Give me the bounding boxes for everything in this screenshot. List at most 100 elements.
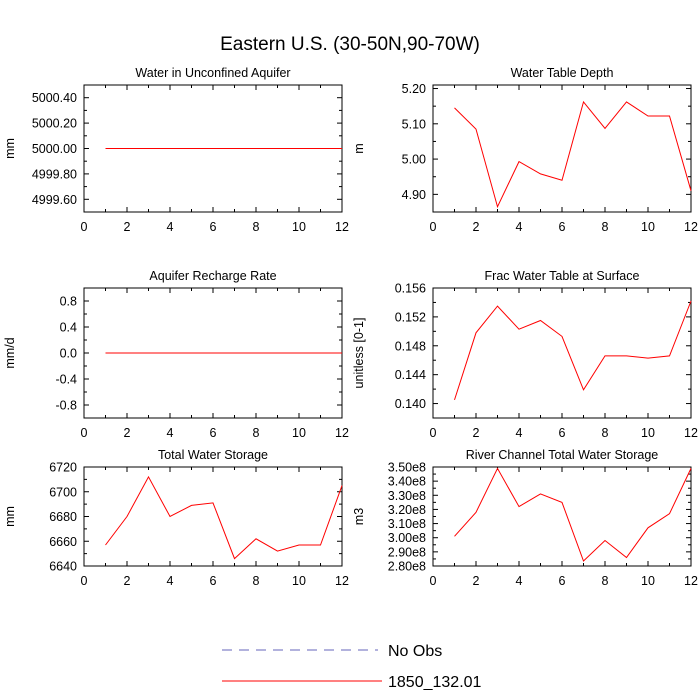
chart-panels: Water in Unconfined Aquifer mm 0 2 4 6 8 10 12 49… — [3, 66, 698, 588]
x-tick-label: 8 — [602, 220, 609, 234]
x-tick-label: 2 — [473, 426, 480, 440]
y-tick-label: 5.20 — [402, 82, 426, 96]
x-tick-label: 10 — [292, 220, 306, 234]
series-line — [454, 467, 692, 562]
x-tick-label: 0 — [81, 426, 88, 440]
y-axis-label: m3 — [352, 508, 366, 525]
x-tick-label: 0 — [81, 574, 88, 588]
chart-panel-2: Aquifer Recharge Rate mm/d 0 2 4 6 8 10 12 -0.8 -0… — [3, 269, 349, 440]
y-tick-label: 3.40e8 — [388, 475, 426, 489]
x-tick-label: 0 — [430, 574, 437, 588]
y-tick-label: 5000.20 — [32, 117, 77, 131]
y-tick-label: 5000.40 — [32, 91, 77, 105]
y-tick-label: 3.30e8 — [388, 489, 426, 503]
y-tick-label: 3.20e8 — [388, 503, 426, 517]
x-tick-label: 8 — [253, 574, 260, 588]
x-tick-label: 4 — [516, 220, 523, 234]
y-tick-label: 6680 — [49, 510, 77, 524]
series-line — [105, 475, 343, 560]
y-tick-label: 4.90 — [402, 188, 426, 202]
x-tick-label: 2 — [124, 220, 131, 234]
legend: No Obs 1850_132.01 — [222, 643, 482, 691]
y-tick-label: 4999.60 — [32, 193, 77, 207]
x-tick-label: 4 — [167, 220, 174, 234]
x-tick-label: 8 — [253, 220, 260, 234]
y-axis-label: mm — [3, 506, 17, 527]
y-axis-label: mm — [3, 138, 17, 159]
y-tick-label: 2.80e8 — [388, 560, 426, 574]
x-tick-label: 6 — [559, 426, 566, 440]
series-line — [454, 100, 692, 209]
x-tick-label: 4 — [516, 574, 523, 588]
x-tick-label: 2 — [124, 574, 131, 588]
panel-title: Water in Unconfined Aquifer — [135, 66, 290, 80]
plot-frame — [432, 287, 692, 419]
y-tick-label: 0.140 — [395, 397, 426, 411]
legend-label-model: 1850_132.01 — [388, 674, 482, 691]
x-tick-label: 4 — [167, 574, 174, 588]
x-tick-label: 6 — [210, 574, 217, 588]
x-tick-label: 4 — [516, 426, 523, 440]
y-tick-label: 6700 — [49, 485, 77, 499]
y-tick-label: -0.8 — [55, 399, 77, 413]
y-tick-label: 3.50e8 — [388, 461, 426, 475]
panel-title: Frac Water Table at Surface — [485, 269, 640, 283]
x-tick-label: 10 — [641, 574, 655, 588]
y-axis-label: mm/d — [3, 337, 17, 368]
plot-frame — [432, 84, 692, 213]
y-axis-label: unitless [0-1] — [352, 318, 366, 389]
x-tick-label: 12 — [335, 220, 349, 234]
x-tick-label: 2 — [473, 574, 480, 588]
y-tick-label: 5000.00 — [32, 142, 77, 156]
chart-panel-0: Water in Unconfined Aquifer mm 0 2 4 6 8 10 12 49… — [3, 66, 349, 234]
x-tick-label: 12 — [335, 426, 349, 440]
x-tick-label: 8 — [253, 426, 260, 440]
y-tick-label: 4999.80 — [32, 167, 77, 181]
panel-title: Water Table Depth — [511, 66, 614, 80]
y-axis-label: m — [352, 143, 366, 153]
x-tick-label: 12 — [684, 574, 698, 588]
x-tick-label: 2 — [124, 426, 131, 440]
x-tick-label: 12 — [684, 426, 698, 440]
panel-title: Total Water Storage — [158, 448, 268, 462]
x-tick-label: 2 — [473, 220, 480, 234]
x-tick-label: 0 — [430, 426, 437, 440]
x-tick-label: 12 — [684, 220, 698, 234]
x-tick-label: 10 — [641, 220, 655, 234]
y-tick-label: 0.4 — [60, 321, 77, 335]
panel-title: River Channel Total Water Storage — [466, 448, 659, 462]
x-tick-label: 10 — [292, 426, 306, 440]
y-tick-label: 0.152 — [395, 310, 426, 324]
y-tick-label: 0.144 — [395, 368, 426, 382]
series-line — [454, 300, 692, 401]
y-tick-label: 6640 — [49, 560, 77, 574]
y-tick-label: 3.00e8 — [388, 531, 426, 545]
x-tick-label: 8 — [602, 426, 609, 440]
y-tick-label: 6660 — [49, 535, 77, 549]
x-tick-label: 6 — [559, 220, 566, 234]
x-tick-label: 0 — [430, 220, 437, 234]
x-tick-label: 10 — [292, 574, 306, 588]
y-tick-label: -0.4 — [55, 373, 77, 387]
chart-panel-5: River Channel Total Water Storage m3 0 2 4 6 8… — [352, 448, 698, 588]
x-tick-label: 6 — [559, 574, 566, 588]
x-tick-label: 10 — [641, 426, 655, 440]
x-tick-label: 0 — [81, 220, 88, 234]
x-tick-label: 6 — [210, 426, 217, 440]
x-tick-label: 4 — [167, 426, 174, 440]
legend-label-no-obs: No Obs — [388, 643, 442, 660]
chart-panel-3: Frac Water Table at Surface unitless [0-1… — [352, 269, 698, 440]
plot-frame — [83, 466, 343, 567]
x-tick-label: 6 — [210, 220, 217, 234]
panel-title: Aquifer Recharge Rate — [149, 269, 276, 283]
y-tick-label: 2.90e8 — [388, 545, 426, 559]
x-tick-label: 8 — [602, 574, 609, 588]
y-tick-label: 0.8 — [60, 295, 77, 309]
y-tick-label: 6720 — [49, 461, 77, 475]
y-tick-label: 5.00 — [402, 153, 426, 167]
y-tick-label: 5.10 — [402, 117, 426, 131]
y-tick-label: 3.10e8 — [388, 517, 426, 531]
y-tick-label: 0.0 — [60, 347, 77, 361]
figure-title: Eastern U.S. (30-50N,90-70W) — [220, 34, 480, 55]
